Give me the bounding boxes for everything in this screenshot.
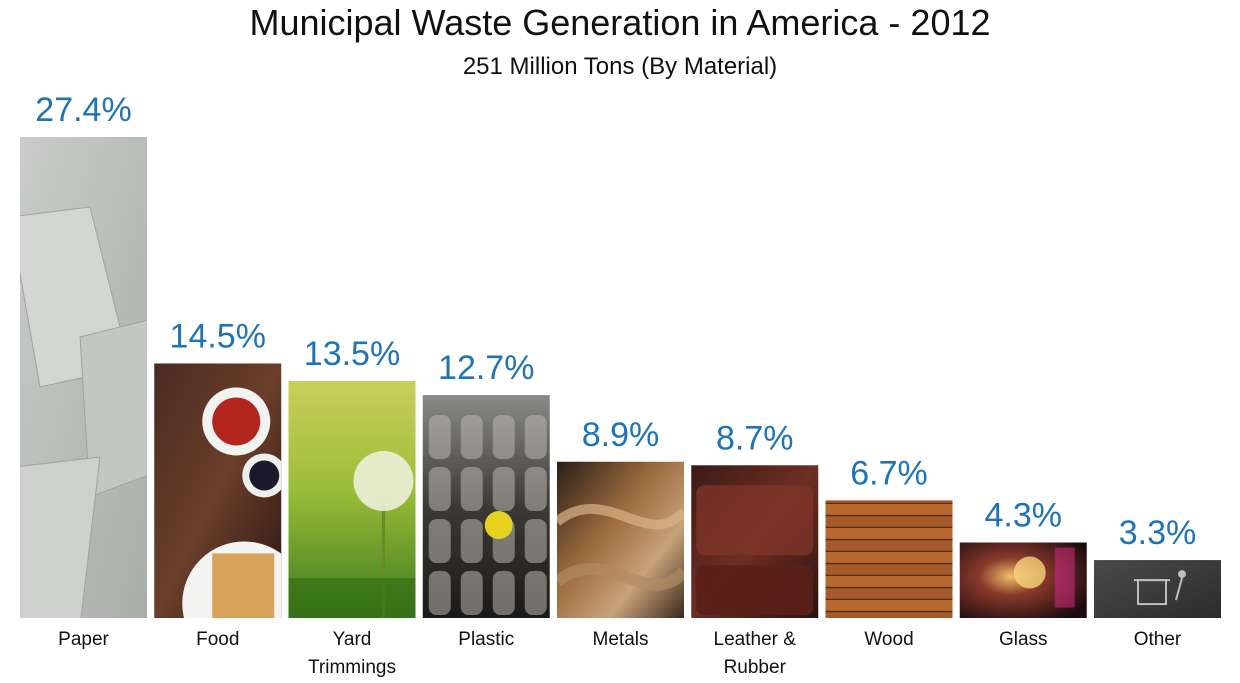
bar-metals <box>557 461 684 618</box>
plastic-bottles-texture <box>428 415 547 616</box>
category-label-paper: Paper <box>58 629 109 650</box>
bar-paper <box>20 137 147 618</box>
value-label-other: 3.3% <box>1119 514 1197 552</box>
dandelion-grass-texture <box>288 451 416 618</box>
leather-bags-texture <box>696 485 814 616</box>
wood-planks-texture <box>825 500 953 618</box>
bar-leather-rubber <box>691 465 819 618</box>
value-label-plastic: 12.7% <box>438 349 534 387</box>
bar-wood <box>825 500 953 618</box>
category-label-wood: Wood <box>864 629 913 650</box>
category-labels-layer: Paper Food Yard Trimmings Plastic Metals Leath… <box>58 629 1182 678</box>
category-label-plastic: Plastic <box>458 629 514 650</box>
food-waffles-texture <box>182 387 282 618</box>
bars-layer <box>20 137 1221 618</box>
recycle-bin-icon-texture <box>1134 570 1186 606</box>
glass-drinks-texture <box>1013 547 1075 608</box>
value-label-glass: 4.3% <box>985 497 1063 535</box>
value-label-leather-rubber: 8.7% <box>716 419 794 457</box>
bar-rect <box>557 461 684 618</box>
category-label-metals: Metals <box>593 629 649 650</box>
chart-title: Municipal Waste Generation in America - … <box>249 2 991 43</box>
category-label-other: Other <box>1134 629 1182 650</box>
value-label-food: 14.5% <box>170 317 266 355</box>
value-label-metals: 8.9% <box>582 416 660 454</box>
bar-rect <box>1094 560 1221 618</box>
bar-food <box>154 363 282 618</box>
category-label-leather-rubber: Leather & Rubber <box>714 629 797 678</box>
chart-subtitle: 251 Million Tons (By Material) <box>462 53 778 80</box>
value-label-wood: 6.7% <box>850 454 928 492</box>
bar-yard-trimmings <box>288 381 416 618</box>
value-labels-layer: 27.4% 14.5% 13.5% 12.7% 8.9% 8.7% 6.7% 4.3% 3.3% <box>35 91 1196 552</box>
category-label-yard-trimmings: Yard Trimmings <box>308 629 396 678</box>
bar-plastic <box>422 395 550 618</box>
metal-pipes-texture <box>557 504 684 591</box>
bar-other <box>1094 560 1221 618</box>
bar-glass <box>959 542 1087 618</box>
category-label-food: Food <box>196 629 239 650</box>
value-label-yard-trimmings: 13.5% <box>304 335 400 373</box>
paper-sheets-texture <box>20 206 147 618</box>
value-label-paper: 27.4% <box>35 91 131 129</box>
category-label-glass: Glass <box>999 629 1048 650</box>
